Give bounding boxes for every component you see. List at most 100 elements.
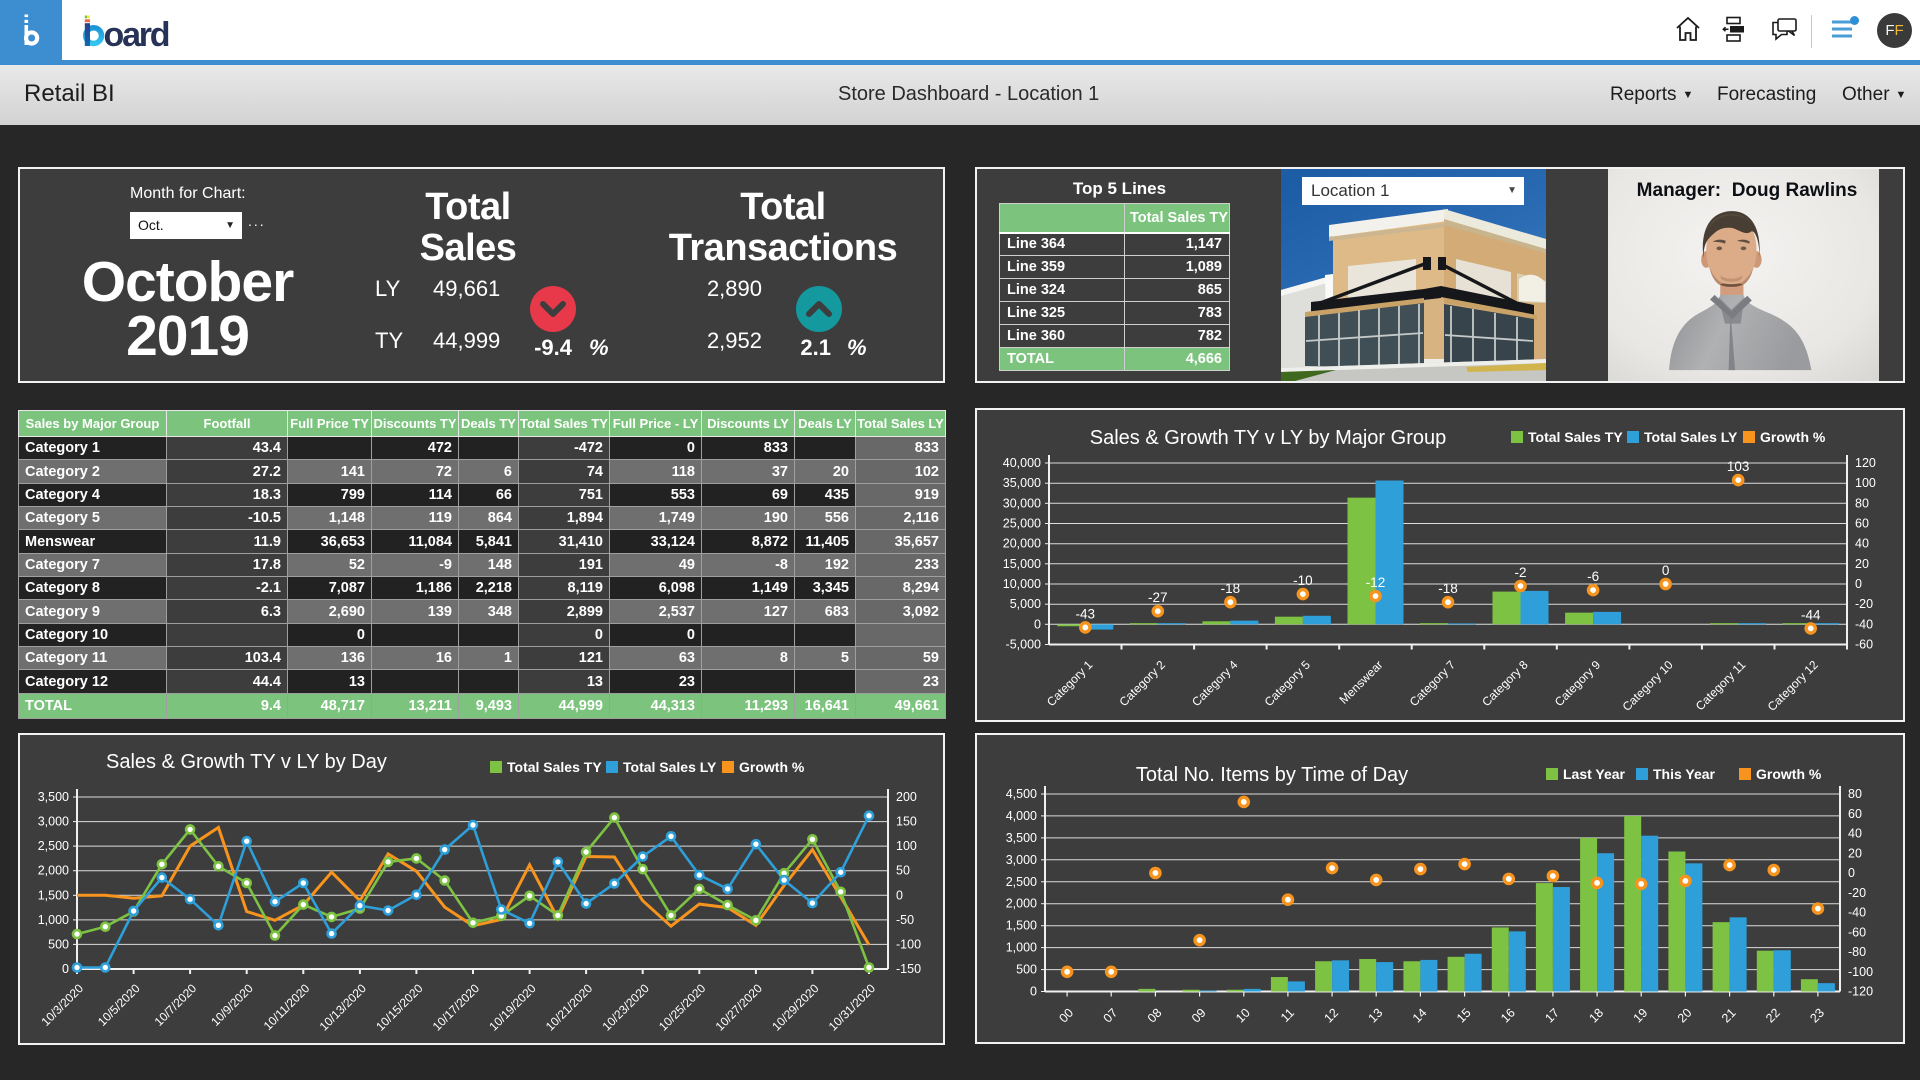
svg-text:3,500: 3,500 [1006,831,1037,845]
svg-text:2,000: 2,000 [38,864,69,878]
svg-text:80: 80 [1848,787,1862,801]
svg-text:10/23/2020: 10/23/2020 [599,981,652,1034]
svg-text:23: 23 [1807,1006,1827,1026]
svg-text:Category 8: Category 8 [1479,657,1531,709]
svg-text:-6: -6 [1587,569,1599,584]
svg-text:25,000: 25,000 [1003,517,1041,531]
svg-text:-44: -44 [1801,607,1821,622]
svg-text:3,000: 3,000 [38,815,69,829]
svg-text:18: 18 [1586,1006,1606,1026]
svg-text:40: 40 [1848,827,1862,841]
svg-text:Menswear: Menswear [1337,658,1386,707]
svg-text:2,500: 2,500 [38,839,69,853]
svg-text:-27: -27 [1148,590,1168,605]
svg-text:0: 0 [1030,985,1037,999]
svg-text:20,000: 20,000 [1003,537,1041,551]
svg-text:10/31/2020: 10/31/2020 [826,981,879,1034]
svg-text:-10: -10 [1293,573,1313,588]
svg-text:Category 11: Category 11 [1693,657,1749,713]
svg-text:Category 10: Category 10 [1620,657,1676,713]
svg-text:Category 2: Category 2 [1117,657,1169,709]
svg-text:1,500: 1,500 [1006,919,1037,933]
svg-text:500: 500 [1016,963,1037,977]
svg-text:80: 80 [1855,496,1869,510]
svg-text:17: 17 [1542,1006,1562,1026]
svg-text:-20: -20 [1855,597,1873,611]
svg-text:-150: -150 [896,962,921,976]
svg-text:20: 20 [1855,557,1869,571]
svg-text:150: 150 [896,815,917,829]
svg-text:103: 103 [1727,459,1750,474]
svg-text:3,500: 3,500 [38,790,69,804]
svg-text:20: 20 [1675,1006,1695,1026]
svg-text:Sales & Growth TY v LY by Majo: Sales & Growth TY v LY by Major Group [1090,427,1446,449]
svg-text:Category 5: Category 5 [1262,657,1314,709]
svg-text:10,000: 10,000 [1003,577,1041,591]
svg-text:60: 60 [1855,517,1869,531]
svg-text:0: 0 [1662,563,1670,578]
svg-text:-18: -18 [1221,581,1241,596]
svg-text:Total Sales LY: Total Sales LY [623,759,717,775]
svg-text:1,500: 1,500 [38,888,69,902]
svg-text:-80: -80 [1848,945,1866,959]
svg-text:200: 200 [896,790,917,804]
svg-text:This Year: This Year [1653,766,1716,782]
svg-text:15,000: 15,000 [1003,557,1041,571]
svg-text:0: 0 [1848,866,1855,880]
svg-text:00: 00 [1056,1006,1076,1026]
svg-text:09: 09 [1189,1006,1209,1026]
svg-text:-40: -40 [1848,906,1866,920]
svg-text:1,000: 1,000 [38,913,69,927]
svg-text:16: 16 [1498,1006,1518,1026]
svg-text:500: 500 [48,937,69,951]
svg-text:10/11/2020: 10/11/2020 [261,981,313,1033]
svg-text:4,500: 4,500 [1006,787,1037,801]
svg-text:Category 1: Category 1 [1044,657,1096,709]
svg-text:Category 4: Category 4 [1189,657,1241,709]
svg-text:0: 0 [896,888,903,902]
svg-text:22: 22 [1763,1006,1783,1026]
svg-text:30,000: 30,000 [1003,496,1041,510]
svg-text:60: 60 [1848,807,1862,821]
svg-text:-12: -12 [1366,575,1386,590]
svg-text:-40: -40 [1855,617,1873,631]
svg-text:120: 120 [1855,456,1876,470]
svg-text:Total No. Items by Time of Day: Total No. Items by Time of Day [1136,764,1408,786]
svg-text:35,000: 35,000 [1003,476,1041,490]
svg-text:Growth %: Growth % [739,759,805,775]
svg-text:10/3/2020: 10/3/2020 [38,981,86,1029]
svg-text:10/21/2020: 10/21/2020 [543,981,596,1034]
svg-text:13: 13 [1366,1006,1386,1026]
svg-text:Category 12: Category 12 [1765,657,1821,713]
svg-text:0: 0 [62,962,69,976]
svg-text:3,000: 3,000 [1006,853,1037,867]
svg-text:0: 0 [1855,577,1862,591]
svg-text:4,000: 4,000 [1006,809,1037,823]
svg-text:Total Sales TY: Total Sales TY [507,759,602,775]
svg-text:10/19/2020: 10/19/2020 [486,981,539,1034]
svg-text:10/25/2020: 10/25/2020 [656,981,709,1034]
svg-text:Growth %: Growth % [1760,429,1826,445]
svg-text:-60: -60 [1848,925,1866,939]
svg-text:-5,000: -5,000 [1006,638,1041,652]
svg-text:10/17/2020: 10/17/2020 [430,981,483,1034]
svg-text:11: 11 [1278,1006,1297,1025]
svg-text:40: 40 [1855,537,1869,551]
svg-text:100: 100 [896,839,917,853]
svg-text:12: 12 [1321,1006,1341,1026]
svg-text:19: 19 [1631,1006,1651,1026]
svg-text:21: 21 [1719,1006,1739,1026]
svg-text:Sales & Growth TY v LY by Day: Sales & Growth TY v LY by Day [106,751,387,773]
svg-text:15: 15 [1454,1006,1474,1026]
svg-text:-2: -2 [1515,565,1527,580]
svg-text:-50: -50 [896,913,914,927]
svg-text:-100: -100 [896,937,921,951]
svg-text:10/15/2020: 10/15/2020 [373,981,426,1034]
svg-text:2,500: 2,500 [1006,875,1037,889]
svg-text:Last Year: Last Year [1563,766,1626,782]
svg-text:-18: -18 [1438,581,1458,596]
svg-text:1,000: 1,000 [1006,941,1037,955]
svg-text:100: 100 [1855,476,1876,490]
svg-text:10/29/2020: 10/29/2020 [769,981,822,1034]
svg-text:2,000: 2,000 [1006,897,1037,911]
